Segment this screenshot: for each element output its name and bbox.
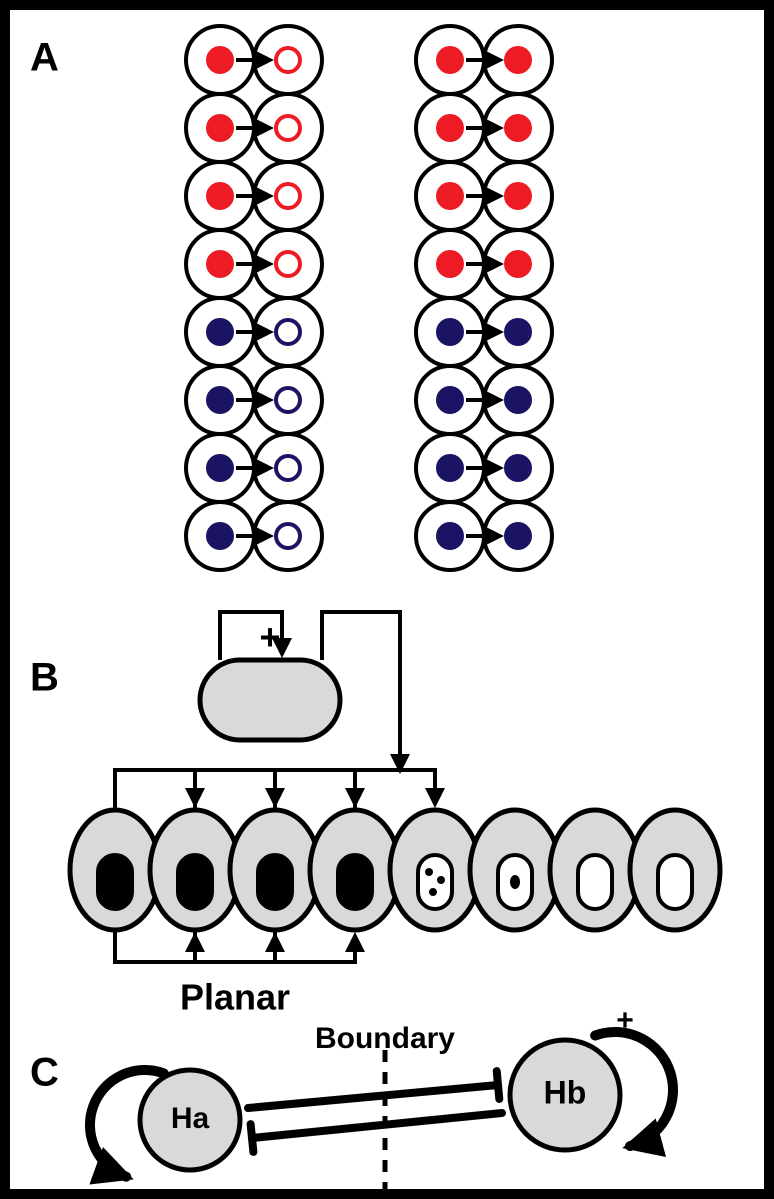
- svg-text:+: +: [176, 1182, 194, 1199]
- svg-text:Ha: Ha: [171, 1102, 210, 1135]
- svg-text:Planar: Planar: [180, 977, 290, 1018]
- svg-text:B: B: [30, 656, 59, 700]
- svg-text:C: C: [30, 1051, 59, 1095]
- svg-text:+: +: [259, 617, 280, 658]
- svg-text:Hb: Hb: [544, 1074, 587, 1110]
- svg-text:Boundary: Boundary: [315, 1022, 455, 1055]
- svg-text:+: +: [616, 1004, 634, 1037]
- svg-text:A: A: [30, 36, 59, 80]
